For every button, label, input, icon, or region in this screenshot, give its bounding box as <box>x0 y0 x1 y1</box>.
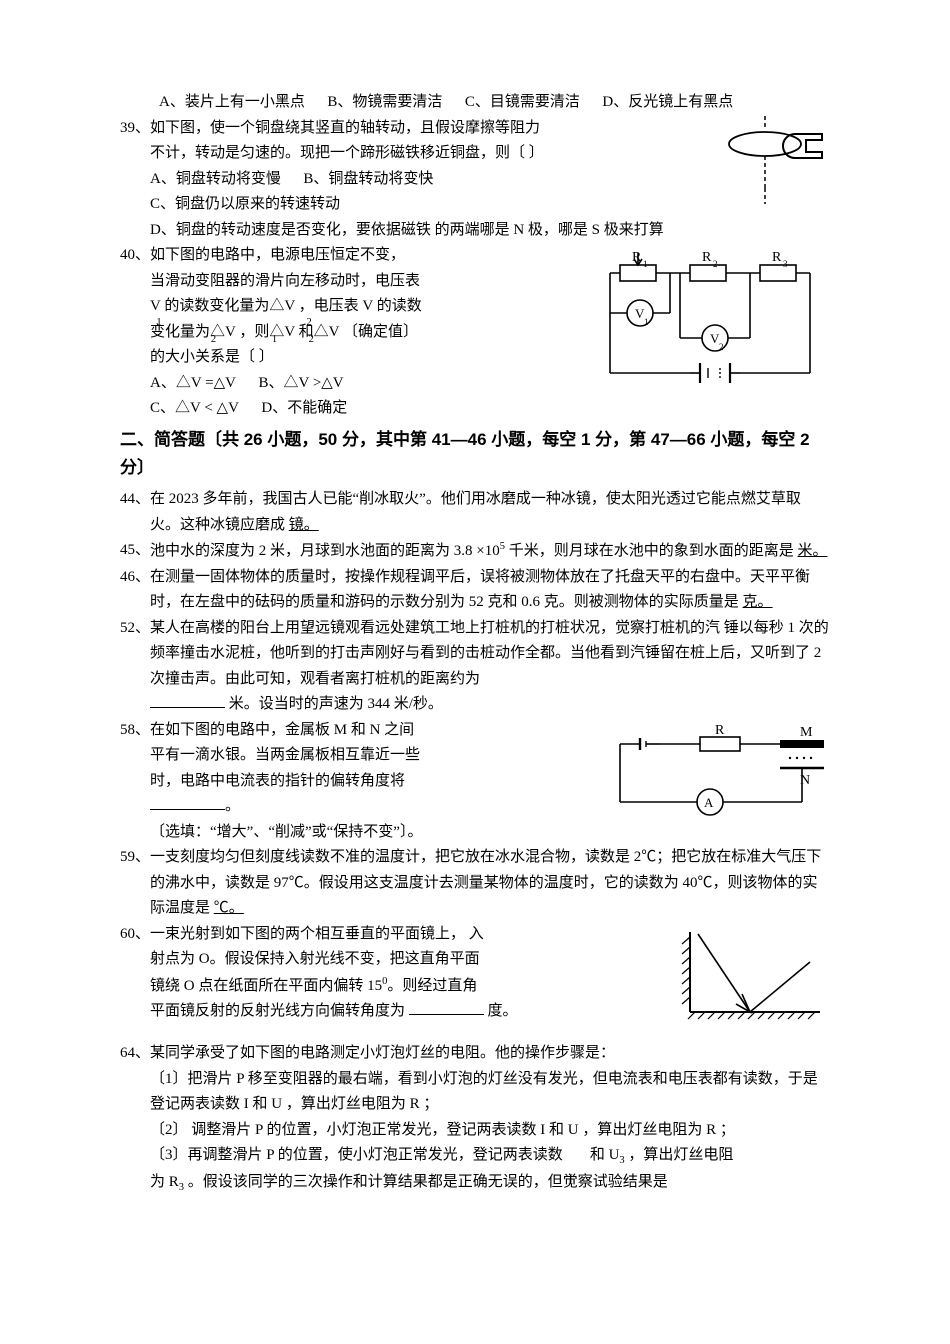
q40-opt-a: A、△V =△V <box>150 371 236 397</box>
svg-text:1: 1 <box>643 259 648 269</box>
q59-num: 59、 <box>120 845 150 871</box>
q64-num: 64、 <box>120 1041 150 1067</box>
q40-figure: R 1 R 2 R 3 V 1 V <box>590 243 830 413</box>
q40-opt-b: B、△V >△V <box>259 371 344 397</box>
q58-figure: R M N A <box>600 724 830 834</box>
q39-line2: 不计，转动是匀速的。现把一个蹄形磁铁移近铜盘，则〔 〕 <box>150 141 700 167</box>
q38-opt-c: C、目镜需要清洁 <box>465 90 580 116</box>
q40-line3: V 的读数变化量为△V ，电压表 V 的读数 <box>150 294 580 320</box>
q64-step2: 〔2〕 调整滑片 P 的位置，小灯泡正常发光，登记两表读数 I 和 U ，算出灯… <box>150 1118 830 1144</box>
q64: 64、 某同学承受了如下图的电路测定小灯泡灯丝的电阻。他的操作步骤是： 〔1〕把… <box>120 1041 830 1197</box>
q46-blank: 克。 <box>743 594 773 610</box>
q58-num: 58、 <box>120 718 150 744</box>
q44-num: 44、 <box>120 487 150 513</box>
q45: 45、 池中水的深度为 2 米，月球到水池面的距离为 3.8 ×105 千米，则… <box>120 538 830 565</box>
svg-text:R: R <box>715 724 725 738</box>
q64-step4: 为 R3 。假设该同学的三次操作和计算结果都是正确无误的，但觉察试验结果是 <box>150 1170 830 1197</box>
q44: 44、 在 2023 多年前，我国古人已能“削冰取火”。他们用冰磨成一种冰镜，使… <box>120 487 830 538</box>
q39-figure <box>710 116 830 216</box>
q52: 52、 某人在高楼的阳台上用望远镜观看远处建筑工地上打桩机的打桩状况，觉察打桩机… <box>120 616 830 718</box>
q58: R M N A 58、 在如下图的电路中，金属 <box>120 718 830 846</box>
q40-line4: 变化量为△V ，则△V 和△V 〔确定值〕 <box>150 324 418 340</box>
svg-text:2: 2 <box>719 342 724 352</box>
q38-opt-b: B、物镜需要清洁 <box>327 90 442 116</box>
q64-intro: 某同学承受了如下图的电路测定小灯泡灯丝的电阻。他的操作步骤是： <box>150 1041 830 1067</box>
q44-text: 在 2023 多年前，我国古人已能“削冰取火”。他们用冰磨成一种冰镜，使太阳光透… <box>150 491 801 533</box>
q59-blank: ℃。 <box>214 900 244 916</box>
q60: 60、 一束光射到如下图的两个相互垂直的平面镜上， 入 射点为 O。假设保持入射… <box>120 922 830 1042</box>
q39-opt-c: C、铜盘仍以原来的转速转动 <box>150 192 700 218</box>
q40-line2: 当滑动变阻器的滑片向左移动时，电压表 <box>150 269 580 295</box>
q39-opt-d: D、铜盘的转动速度是否变化，要依据磁铁 的两端哪是 N 极，哪是 S 极来打算 <box>150 218 700 244</box>
q39: 39、 如下图，使一个铜盘绕其竖直的轴转动，且假设摩擦等阻力 不计，转动是匀速的… <box>120 116 830 244</box>
svg-text:2: 2 <box>713 259 718 269</box>
q52-blank <box>150 693 225 708</box>
q60-blank <box>409 1000 484 1015</box>
q40-num: 40、 <box>120 243 150 269</box>
q39-opt-a: A、铜盘转动将变慢 <box>150 167 281 193</box>
q39-line1: 如下图，使一个铜盘绕其竖直的轴转动，且假设摩擦等阻力 <box>150 116 700 142</box>
q58-note: 〔选填：“增大”、“削减”或“保持不变”〕。 <box>150 820 590 846</box>
q64-step3: 〔3〕再调整滑片 P 的位置，使小灯泡正常发光，登记两表读数 I 和 U3 ，算… <box>150 1143 830 1170</box>
q64-step1: 〔1〕把滑片 P 移至变阻器的最右端，看到小灯泡的灯丝没有发光，但电流表和电压表… <box>150 1067 830 1118</box>
q40-opt-d: D、不能确定 <box>261 396 347 422</box>
q44-blank: 镜。 <box>289 517 319 533</box>
q38-opt-a: A、装片上有一小黑点 <box>159 90 305 116</box>
q38-options: A、装片上有一小黑点 B、物镜需要清洁 C、目镜需要清洁 D、反光镜上有黑点 <box>120 90 830 116</box>
q40-opt-c: C、△V < △V <box>150 396 239 422</box>
q52-num: 52、 <box>120 616 150 642</box>
svg-text:R: R <box>702 250 712 265</box>
q60-figure <box>660 922 830 1042</box>
q45-blank: 米。 <box>798 543 828 559</box>
q39-num: 39、 <box>120 116 150 142</box>
q59: 59、 一支刻度均匀但刻度线读数不准的温度计，把它放在冰水混合物，读数是 2℃；… <box>120 845 830 922</box>
q46-num: 46、 <box>120 565 150 591</box>
q60-num: 60、 <box>120 922 150 948</box>
q45-num: 45、 <box>120 538 150 564</box>
svg-text:A: A <box>704 795 714 810</box>
section2-head: 二、简答题〔共 26 小题，50 分，其中第 41—46 小题，每空 1 分，第… <box>120 426 830 484</box>
svg-text:1: 1 <box>644 317 649 327</box>
q39-opt-b: B、铜盘转动将变快 <box>303 167 433 193</box>
svg-text:3: 3 <box>783 259 788 269</box>
q58-blank <box>150 795 225 810</box>
q40: R 1 R 2 R 3 V 1 V <box>120 243 830 422</box>
q46: 46、 在测量一固体物体的质量时，按操作规程调平后，误将被测物体放在了托盘天平的… <box>120 565 830 616</box>
q38-opt-d: D、反光镜上有黑点 <box>602 90 733 116</box>
svg-text:R: R <box>772 250 782 265</box>
svg-text:M: M <box>800 725 813 740</box>
q40-line1: 如下图的电路中，电源电压恒定不变， <box>150 243 580 269</box>
